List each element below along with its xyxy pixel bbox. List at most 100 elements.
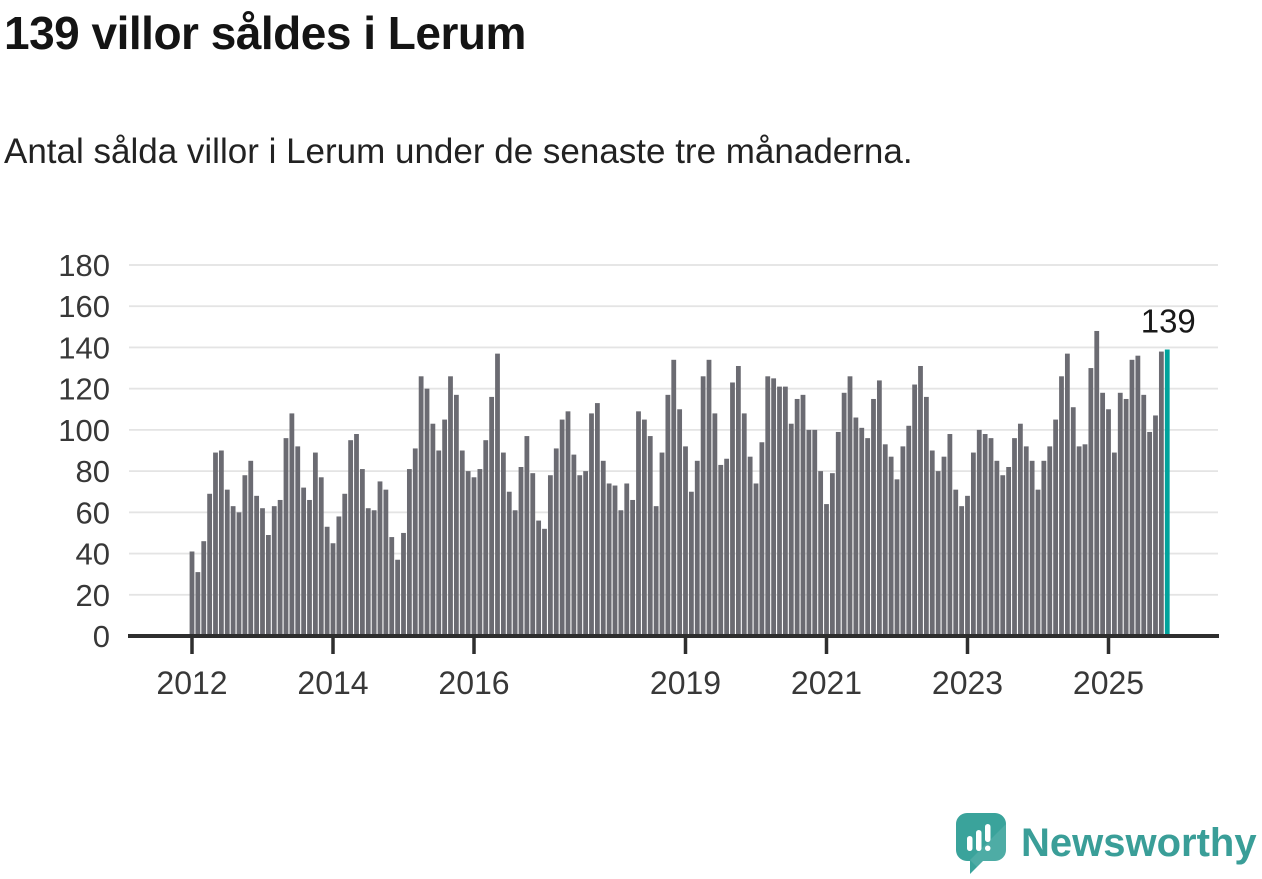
bar	[982, 434, 988, 637]
bar	[923, 396, 929, 637]
bar	[894, 479, 900, 637]
bar	[318, 477, 324, 637]
bar	[412, 448, 418, 637]
bar	[277, 499, 283, 637]
x-axis-label: 2021	[791, 665, 862, 701]
bar	[700, 376, 706, 637]
bar	[1035, 489, 1041, 637]
bar	[730, 382, 735, 637]
gridline	[129, 346, 1218, 349]
bar	[307, 499, 312, 637]
bar	[718, 464, 724, 637]
glyph-bar-medium	[976, 829, 982, 851]
bar	[242, 475, 248, 637]
bar	[330, 543, 336, 637]
bar	[800, 394, 806, 637]
bar	[953, 489, 959, 637]
bar	[636, 411, 641, 637]
bar	[495, 353, 500, 637]
bar	[782, 386, 788, 637]
bar	[665, 394, 671, 637]
bar	[401, 532, 406, 637]
bar	[1000, 475, 1006, 637]
bar	[618, 510, 624, 637]
bar	[1047, 446, 1053, 637]
bar	[1006, 466, 1012, 637]
bar	[1141, 394, 1147, 637]
bar	[224, 489, 230, 637]
bar	[806, 429, 812, 637]
glyph-exclamation-bar	[985, 823, 991, 842]
x-axis-tick	[190, 638, 194, 654]
bar	[882, 444, 888, 637]
bar	[230, 506, 236, 637]
bar	[589, 413, 594, 637]
x-axis-tick	[331, 638, 335, 654]
bar	[941, 456, 947, 637]
bar	[383, 489, 389, 637]
bar	[506, 491, 512, 637]
bar	[201, 541, 207, 637]
bar	[195, 572, 201, 637]
x-axis-label: 2016	[438, 665, 509, 701]
bar	[759, 442, 765, 637]
bar	[765, 376, 771, 637]
bar	[324, 526, 330, 637]
bar	[853, 417, 859, 637]
bar	[988, 438, 994, 637]
y-axis-label: 160	[58, 289, 110, 324]
bar	[777, 386, 782, 637]
bar	[524, 436, 530, 637]
bar	[301, 487, 307, 637]
y-axis-label: 60	[76, 495, 110, 530]
bar	[771, 378, 777, 637]
x-axis-label: 2025	[1073, 665, 1144, 701]
bar	[906, 425, 912, 637]
bar	[812, 429, 818, 637]
bar	[453, 394, 459, 637]
bar	[888, 456, 894, 637]
bar	[1053, 419, 1059, 637]
bar	[1012, 438, 1017, 637]
bar	[512, 510, 518, 637]
bar	[459, 450, 465, 637]
bar	[377, 481, 383, 637]
bar	[236, 512, 242, 637]
bar	[1135, 355, 1141, 637]
bar	[1111, 452, 1117, 637]
bar	[677, 409, 683, 637]
bar	[871, 398, 876, 637]
bar	[295, 446, 301, 637]
y-axis-label: 100	[58, 413, 110, 448]
bar	[788, 423, 794, 637]
bar	[436, 450, 442, 637]
bar	[900, 446, 906, 637]
bar	[865, 438, 871, 637]
bar	[741, 413, 747, 637]
bar	[1059, 376, 1064, 637]
bar	[847, 376, 853, 637]
y-axis-label: 40	[76, 537, 110, 572]
x-axis-tick	[1106, 638, 1111, 654]
bar	[753, 483, 759, 637]
bar	[248, 460, 254, 637]
bar	[342, 493, 348, 637]
bar	[283, 438, 289, 637]
bar	[448, 376, 453, 637]
bar	[1076, 446, 1082, 637]
bar	[824, 504, 829, 637]
bar	[630, 499, 636, 637]
bar	[1123, 398, 1129, 637]
bar	[1117, 392, 1123, 637]
bar	[624, 483, 630, 637]
bar	[1094, 330, 1100, 637]
bar	[348, 440, 354, 637]
bar	[213, 452, 218, 637]
bar	[265, 535, 271, 637]
bar	[671, 359, 677, 637]
y-axis-label: 120	[58, 372, 110, 407]
bar	[395, 559, 401, 637]
bar	[859, 427, 865, 637]
bar	[271, 506, 277, 637]
